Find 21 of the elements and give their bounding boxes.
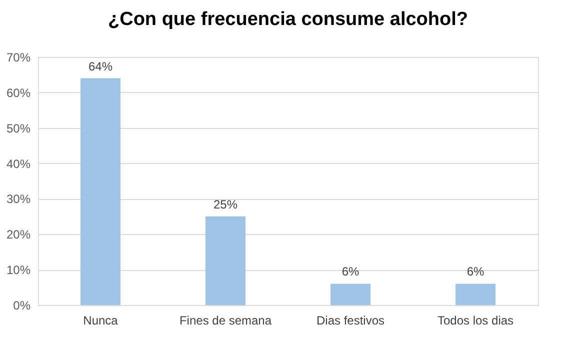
x-tick-label: Nunca (83, 314, 118, 328)
chart-title: ¿Con que frecuencia consume alcohol? (108, 9, 468, 30)
data-label: 6% (342, 264, 360, 279)
y-tick-label: 40% (6, 156, 31, 171)
y-tick-label: 70% (6, 50, 31, 64)
bar (330, 284, 370, 305)
data-label: 6% (466, 264, 484, 279)
bar (80, 78, 120, 305)
y-tick-label: 60% (6, 86, 31, 100)
x-tick-label: Dias festivos (316, 314, 385, 328)
y-tick-label: 50% (6, 121, 31, 136)
y-tick-label: 30% (6, 192, 31, 206)
y-tick-label: 0% (13, 298, 31, 312)
y-tick-label: 20% (6, 228, 31, 242)
data-label: 25% (213, 197, 238, 212)
data-label: 64% (88, 59, 113, 74)
x-tick-label: Fines de semana (179, 314, 272, 328)
x-tick-label: Todos los dias (437, 314, 514, 328)
bar (206, 216, 246, 305)
bar (456, 284, 496, 305)
y-tick-label: 10% (6, 263, 31, 278)
